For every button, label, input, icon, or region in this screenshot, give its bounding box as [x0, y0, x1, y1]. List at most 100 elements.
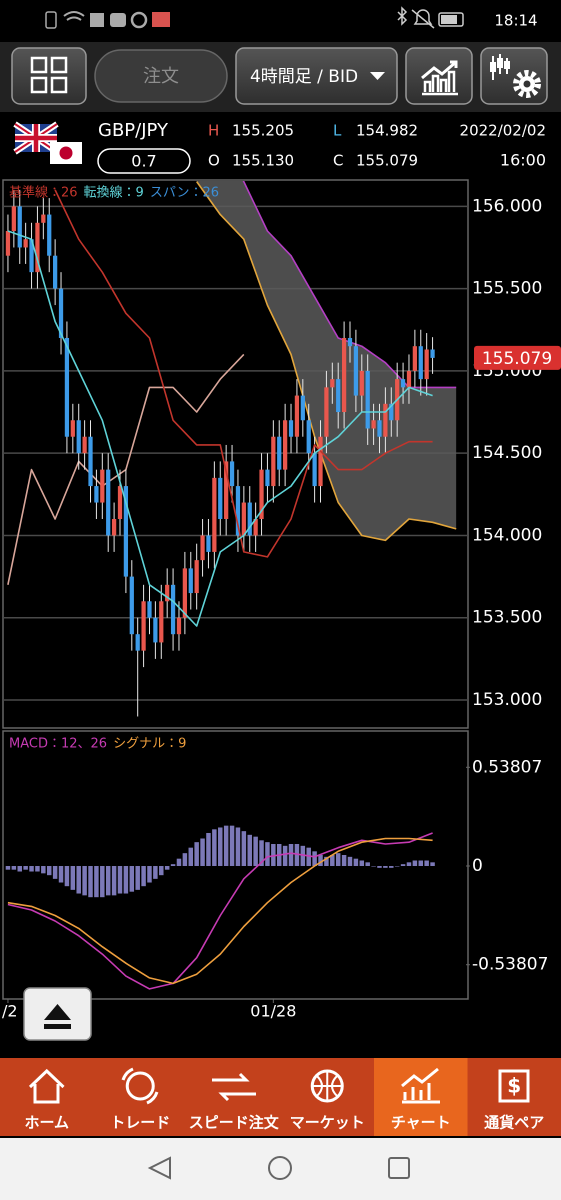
candle-body: [253, 519, 258, 536]
histogram-bar: [271, 843, 276, 867]
histogram-bar: [389, 866, 394, 868]
quote-header: GBP/JPY 0.7 H 155.205 L 154.982 2022/02/…: [13, 120, 546, 174]
status-icon: [90, 13, 104, 27]
candle-body: [5, 231, 11, 256]
histogram-bar: [88, 866, 93, 898]
nav-label[interactable]: トレード: [110, 1114, 170, 1132]
icon-speed: [212, 1072, 256, 1102]
histogram-bar: [147, 866, 152, 883]
candle-body: [241, 502, 246, 536]
nav-label[interactable]: スピード注文: [189, 1114, 280, 1132]
histogram-bar: [188, 847, 194, 867]
quote-date: 2022/02/02: [460, 122, 546, 140]
flag-part: [59, 146, 73, 160]
icon-pair: [498, 1069, 530, 1103]
nav-label[interactable]: チャート: [391, 1114, 451, 1132]
icon-trade: [125, 1071, 155, 1101]
histogram-bar: [371, 866, 376, 867]
close-value: 155.079: [356, 152, 418, 170]
back-button[interactable]: [147, 1156, 171, 1180]
collapse-button[interactable]: [23, 987, 92, 1041]
candle-body: [229, 461, 235, 487]
flag-part: [15, 124, 57, 152]
histogram-bar: [100, 866, 105, 898]
indicator-line: [7, 837, 433, 985]
legend-entry: シグナル：9: [113, 737, 186, 752]
status-icon: [63, 11, 85, 21]
bottom-nav: [0, 1058, 561, 1136]
icon: [497, 58, 503, 68]
candle-body: [383, 403, 388, 437]
histogram-bar: [406, 862, 412, 867]
histogram-bar: [52, 866, 58, 879]
home-button[interactable]: [268, 1156, 292, 1180]
settings-button[interactable]: [480, 47, 548, 105]
candle-body: [412, 346, 417, 371]
histogram-bar: [82, 866, 87, 896]
histogram-bar: [259, 840, 264, 867]
icon-market: [312, 1071, 342, 1101]
histogram-bar: [153, 866, 158, 879]
span-a-line: [196, 181, 457, 542]
spread-pill: [97, 148, 191, 174]
histogram-bar: [176, 858, 182, 867]
histogram-bar: [247, 834, 252, 867]
candle-body: [330, 379, 335, 388]
charts: 156.000155.500155.000154.500154.000153.5…: [2, 181, 561, 1021]
button-frame[interactable]: [480, 47, 548, 105]
candle-body: [341, 337, 347, 413]
candle-body: [359, 370, 364, 396]
menu-button[interactable]: [11, 47, 87, 105]
candle-body: [35, 222, 40, 273]
close-label: C: [333, 152, 343, 170]
status-bar: 18:14: [45, 6, 538, 30]
open-value: 155.130: [232, 152, 294, 170]
status-time: 18:14: [494, 12, 537, 30]
histogram-bar: [412, 860, 418, 867]
button-frame[interactable]: [11, 47, 87, 105]
histogram-bar: [341, 855, 347, 867]
candle-body: [47, 214, 52, 256]
order-label[interactable]: 注文: [143, 66, 179, 87]
candle-body: [224, 461, 229, 520]
candle-body: [165, 584, 170, 602]
icon-home: [28, 1068, 65, 1104]
timeframe-label[interactable]: 4時間足 / BID: [250, 67, 358, 87]
candle-body: [259, 469, 264, 520]
y-tick-label: 154.500: [472, 443, 542, 463]
kijun-line: [54, 189, 433, 558]
candle-body: [324, 387, 329, 437]
candle-body: [147, 601, 152, 618]
candle-body: [100, 469, 105, 503]
macd-panel: [2, 730, 469, 1000]
open-label: O: [208, 152, 220, 170]
nav-labels: ホーム トレード スピード注文 マーケット チャート 通貨ペア: [24, 1114, 544, 1132]
histogram-bar: [312, 851, 317, 867]
chart-type-button[interactable]: [405, 47, 473, 105]
candle-body: [58, 288, 64, 338]
nav-label[interactable]: ホーム: [24, 1114, 69, 1132]
candle-body: [76, 420, 81, 454]
candle-body: [153, 617, 158, 643]
histogram-bar: [182, 853, 188, 867]
candle-body: [212, 477, 217, 552]
histogram-bar: [117, 866, 123, 894]
nav-label[interactable]: マーケット: [290, 1114, 365, 1132]
candle-body: [111, 519, 117, 536]
timeframe-button[interactable]: [235, 47, 398, 105]
candle-body: [182, 568, 187, 618]
y-tick-label: 153.000: [472, 690, 542, 710]
histogram-bar: [418, 860, 424, 867]
nav-label[interactable]: 通貨ペア: [484, 1114, 544, 1132]
histogram-bar: [383, 866, 388, 868]
histogram-bar: [347, 856, 353, 867]
histogram-bar: [353, 858, 359, 867]
order-button[interactable]: [94, 49, 228, 103]
recents-button[interactable]: [388, 1157, 410, 1179]
candle-body: [430, 349, 435, 358]
icon: [490, 62, 496, 72]
status-icon: [397, 6, 408, 26]
spread: 0.7: [131, 152, 156, 171]
candle-body: [53, 255, 58, 289]
low-value: 154.982: [356, 122, 418, 140]
